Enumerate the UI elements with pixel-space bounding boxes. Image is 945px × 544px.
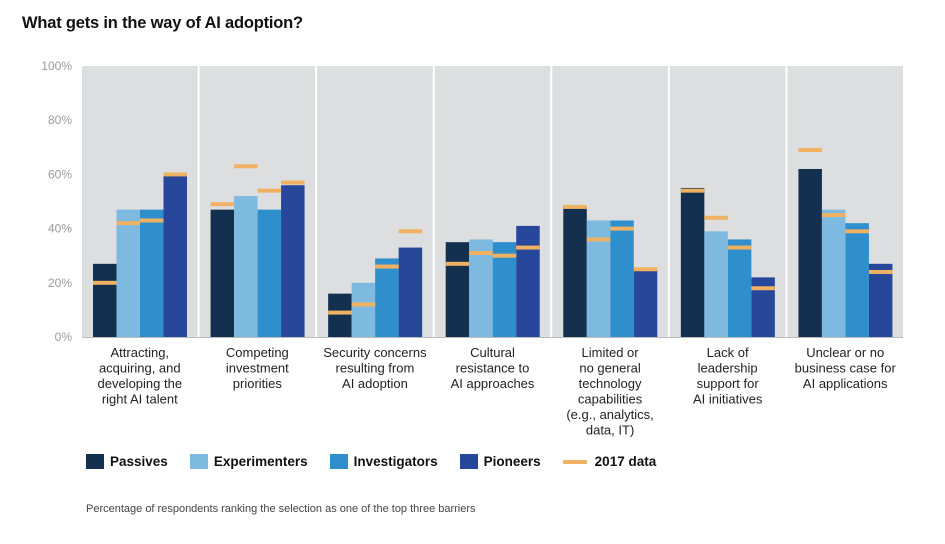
marker-2017 [281, 180, 305, 185]
legend-item-2017-data: 2017 data [562, 454, 657, 469]
bar [633, 269, 658, 337]
marker-2017 [140, 218, 164, 223]
bar [516, 225, 540, 337]
x-category-label: Limited or no general technology capabiliti… [566, 345, 653, 438]
bar [680, 187, 705, 337]
y-tick-label: 80% [48, 113, 72, 127]
marker-2017 [492, 253, 517, 258]
bar [328, 293, 352, 337]
bar [351, 282, 376, 337]
bar [704, 231, 728, 337]
bar [798, 168, 822, 337]
bar [140, 209, 164, 337]
bar [163, 174, 187, 337]
legend-swatch-pioneers [459, 454, 478, 469]
legend-item-passives: Passives [86, 454, 168, 469]
bar [586, 220, 611, 337]
legend-swatch-passives [86, 454, 104, 469]
x-category-label: Competing investment priorities [226, 345, 289, 391]
bar [281, 185, 305, 337]
marker-2017 [445, 261, 470, 266]
legend-label-pioneers: Pioneers [483, 454, 541, 469]
marker-2017 [163, 172, 187, 177]
marker-2017 [845, 229, 869, 234]
marker-2017 [116, 221, 140, 226]
marker-2017 [633, 267, 658, 272]
marker-2017 [868, 269, 893, 274]
legend-swatch-2017-data [562, 459, 587, 464]
bar [234, 196, 258, 337]
bar [469, 239, 493, 337]
bar [821, 209, 846, 337]
legend-label-experimenters: Experimenters [213, 454, 308, 469]
y-tick-label: 0% [55, 330, 73, 344]
marker-2017 [351, 302, 376, 307]
marker-2017 [704, 215, 728, 220]
legend-item-experimenters: Experimenters [189, 454, 308, 469]
bar [375, 258, 399, 337]
bar [727, 239, 752, 337]
bar [845, 223, 869, 337]
y-tick-label: 20% [48, 276, 72, 290]
x-category-label: Unclear or no business case for AI applica… [795, 345, 897, 391]
legend-swatch-investigators [329, 454, 348, 469]
marker-2017 [586, 237, 611, 242]
x-category-label: Cultural resistance to AI approaches [451, 345, 535, 391]
marker-2017 [798, 148, 822, 153]
marker-2017 [93, 280, 117, 285]
bar [398, 247, 423, 337]
bar [751, 277, 775, 337]
legend-label-passives: Passives [110, 454, 168, 469]
x-category-label: Lack of leadership support for AI initiativ… [693, 345, 763, 407]
marker-2017 [680, 188, 705, 193]
bar [93, 263, 117, 337]
bar [868, 263, 893, 337]
marker-2017 [516, 245, 540, 250]
y-tick-label: 60% [48, 167, 72, 181]
marker-2017 [398, 229, 423, 234]
bar [257, 209, 282, 337]
legend-label-investigators: Investigators [353, 454, 438, 469]
bar [563, 206, 587, 337]
bar [492, 242, 517, 337]
legend-label-2017-data: 2017 data [594, 454, 657, 469]
marker-2017 [610, 226, 634, 231]
y-tick-label: 100% [41, 59, 72, 73]
marker-2017 [821, 213, 846, 218]
chart-title: What gets in the way of AI adoption? [22, 14, 303, 32]
marker-2017 [375, 264, 399, 269]
y-tick-label: 40% [48, 222, 72, 236]
marker-2017 [257, 188, 282, 193]
bar [210, 209, 235, 337]
x-category-label: Security concerns resulting from AI adopti… [323, 345, 427, 391]
bar [610, 220, 634, 337]
marker-2017 [469, 250, 493, 255]
bar [445, 242, 470, 337]
legend-item-pioneers: Pioneers [459, 454, 541, 469]
legend: Passives Experimenters Investigators Pio… [86, 454, 678, 469]
marker-2017 [563, 204, 587, 209]
marker-2017 [727, 245, 752, 250]
footnote: Percentage of respondents ranking the se… [86, 503, 476, 515]
marker-2017 [210, 202, 235, 207]
marker-2017 [751, 286, 775, 291]
marker-2017 [328, 310, 352, 315]
legend-swatch-experimenters [189, 454, 208, 469]
legend-item-investigators: Investigators [329, 454, 438, 469]
bar [116, 209, 140, 337]
x-category-label: Attracting, acquiring, and developing the r… [97, 345, 182, 407]
marker-2017 [234, 164, 258, 169]
